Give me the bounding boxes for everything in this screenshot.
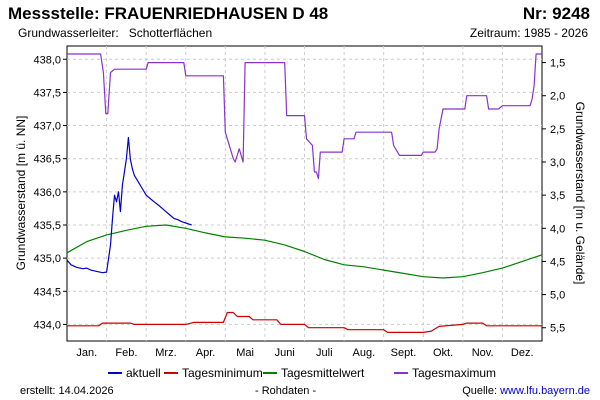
legend-label: Tagesminimum: [182, 366, 263, 380]
y-tick-left-label: 435,0: [33, 253, 61, 265]
y-axis-label-left: Grundwasserstand [m ü. NN]: [14, 116, 28, 271]
y-tick-left-label: 437,0: [33, 121, 61, 133]
y-tick-left-label: 434,5: [33, 286, 61, 298]
series-line-aktuell: [66, 136, 192, 274]
grid-lines: [67, 46, 542, 341]
legend-item-aktuell: aktuell: [108, 366, 161, 380]
source-info: Quelle: www.lfu.bayern.de: [462, 385, 590, 397]
rawdata-label: - Rohdaten -: [255, 385, 317, 397]
x-tick-label: Mrz.: [155, 347, 176, 359]
y-tick-right-label: 4,0: [550, 223, 565, 235]
x-tick-label: Sept.: [391, 347, 417, 359]
created-date: erstellt: 14.04.2026: [20, 385, 114, 397]
x-tick-label: Nov.: [472, 347, 494, 359]
y-tick-left-label: 436,0: [33, 187, 61, 199]
y-axis-label-right: Grundwasserstand [m u. Gelände]: [573, 102, 587, 285]
y-tick-left-label: 435,5: [33, 220, 61, 232]
legend-swatch: [108, 372, 122, 374]
x-tick-label: Aug.: [353, 347, 376, 359]
legend-label: Tagesmaximum: [412, 366, 497, 380]
series-line-tagesmaximum: [67, 53, 542, 180]
legend-swatch: [263, 372, 277, 374]
x-tick-label: Dez.: [511, 347, 534, 359]
y-tick-right-label: 4,5: [550, 256, 565, 268]
y-tick-left-label: 438,0: [33, 54, 61, 66]
legend-label: aktuell: [126, 366, 161, 380]
x-tick-label: Feb.: [115, 347, 137, 359]
y-tick-right-label: 2,5: [550, 124, 565, 136]
x-tick-label: Okt.: [433, 347, 453, 359]
aquifer-info: Grundwasserleiter: Schotterflächen: [18, 26, 212, 40]
y-tick-right-label: 1,5: [550, 58, 565, 70]
legend-item-tagesminimum: Tagesminimum: [164, 366, 263, 380]
x-tick-label: Jan.: [76, 347, 97, 359]
series-layer: [66, 53, 543, 333]
x-tick-label: Mai: [236, 347, 254, 359]
y-tick-left-label: 437,5: [33, 87, 61, 99]
y-tick-right-label: 3,0: [550, 157, 565, 169]
x-tick-label: Juli: [316, 347, 333, 359]
legend-item-tagesmaximum: Tagesmaximum: [394, 366, 496, 380]
station-title: Messstelle: FRAUENRIEDHAUSEN D 48: [8, 4, 329, 23]
aquifer-label: Grundwasserleiter:: [18, 26, 119, 40]
source-link[interactable]: www.lfu.bayern.de: [500, 385, 590, 397]
y-tick-right-label: 3,5: [550, 190, 565, 202]
x-tick-label: Apr.: [196, 347, 216, 359]
legend-swatch: [164, 372, 178, 374]
series-line-tagesminimum: [67, 311, 542, 333]
y-tick-left-label: 436,5: [33, 154, 61, 166]
series-line-tagesmittelwert: [66, 224, 543, 279]
x-tick-label: Juni: [275, 347, 295, 359]
station-number: Nr: 9248: [522, 4, 590, 23]
y-tick-right-label: 2,0: [550, 91, 565, 103]
y-tick-right-label: 5,0: [550, 290, 565, 302]
aquifer-value: Schotterflächen: [128, 26, 213, 40]
axis-ticks: Jan. Feb. Mrz. Apr. Mai Juni Juli Aug. Sept. Okt.…: [33, 54, 565, 359]
source-label: Quelle:: [462, 385, 498, 397]
legend-swatch: [394, 372, 408, 374]
legend-item-tagesmittelwert: Tagesmittelwert: [263, 366, 364, 380]
legend-label: Tagesmittelwert: [281, 366, 365, 380]
legend: aktuell Tagesminimum Tagesmittelwert Tagesm…: [0, 366, 600, 382]
period-label: Zeitraum: 1985 - 2026: [469, 26, 588, 40]
y-tick-left-label: 434,0: [33, 319, 61, 331]
y-tick-right-label: 5,5: [550, 323, 565, 335]
